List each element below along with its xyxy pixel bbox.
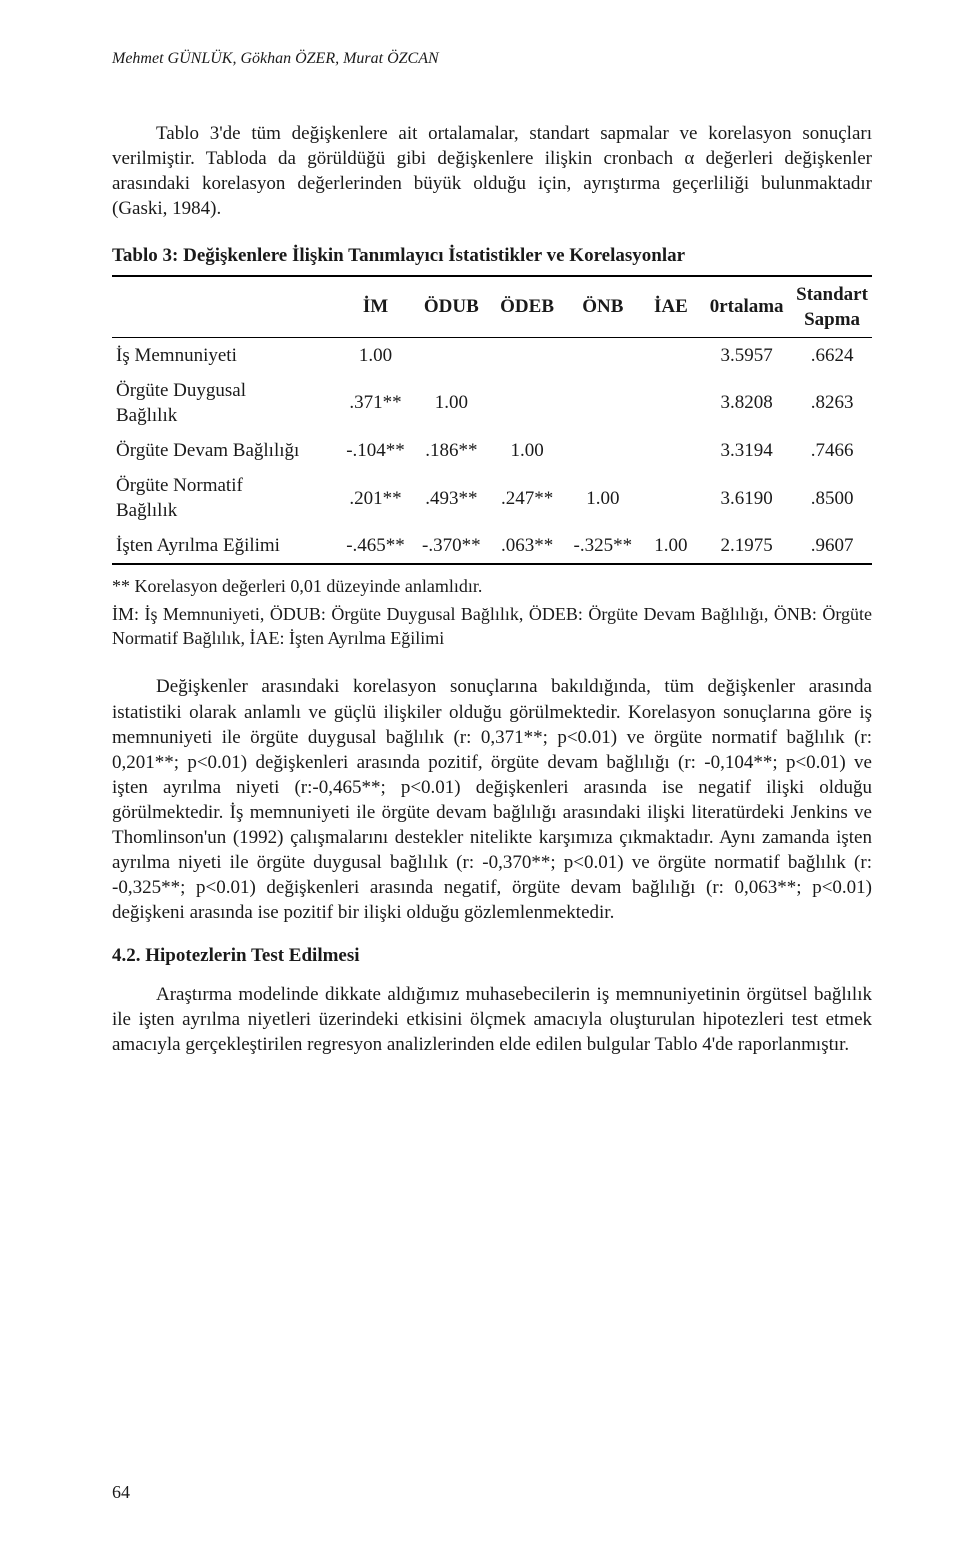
section-heading: 4.2. Hipotezlerin Test Edilmesi bbox=[112, 943, 872, 968]
cell-mean: 3.5957 bbox=[701, 337, 792, 373]
cell-sd: .8500 bbox=[792, 468, 872, 528]
table-row: Örgüte DuygusalBağlılık.371**1.00 3.8208.… bbox=[112, 373, 872, 433]
cell-sd: .7466 bbox=[792, 433, 872, 468]
authors-line: Mehmet GÜNLÜK, Gökhan ÖZER, Murat ÖZCAN bbox=[112, 48, 872, 69]
cell-c2 bbox=[413, 337, 489, 373]
cell-c2: -.370** bbox=[413, 528, 489, 564]
cell-c5 bbox=[641, 373, 701, 433]
cell-mean: 2.1975 bbox=[701, 528, 792, 564]
cell-c5 bbox=[641, 433, 701, 468]
header-onb: ÖNB bbox=[565, 276, 641, 338]
table-row: Örgüte Devam Bağlılığı-.104**.186**1.00 3… bbox=[112, 433, 872, 468]
row-label: Örgüte Devam Bağlılığı bbox=[112, 433, 338, 468]
cell-mean: 3.8208 bbox=[701, 373, 792, 433]
table-body: İş Memnuniyeti1.003.5957.6624Örgüte Duyg… bbox=[112, 337, 872, 564]
row-label: İşten Ayrılma Eğilimi bbox=[112, 528, 338, 564]
cell-c5: 1.00 bbox=[641, 528, 701, 564]
correlation-table: İM ÖDUB ÖDEB ÖNB İAE 0rtalama Standart S… bbox=[112, 275, 872, 566]
table-row: İşten Ayrılma Eğilimi-.465**-.370**.063*… bbox=[112, 528, 872, 564]
cell-c3: .247** bbox=[489, 468, 565, 528]
cell-c1: 1.00 bbox=[338, 337, 414, 373]
header-sd-line2: Sapma bbox=[804, 309, 860, 330]
cell-c2: .493** bbox=[413, 468, 489, 528]
cell-c2: .186** bbox=[413, 433, 489, 468]
cell-c4: -.325** bbox=[565, 528, 641, 564]
cell-c3: 1.00 bbox=[489, 433, 565, 468]
table-row: Örgüte NormatifBağlılık.201**.493**.247*… bbox=[112, 468, 872, 528]
header-sd-line1: Standart bbox=[796, 284, 868, 305]
cell-c3: .063** bbox=[489, 528, 565, 564]
page-number: 64 bbox=[112, 1481, 130, 1505]
page: Mehmet GÜNLÜK, Gökhan ÖZER, Murat ÖZCAN … bbox=[0, 0, 960, 1545]
header-odub: ÖDUB bbox=[413, 276, 489, 338]
cell-mean: 3.6190 bbox=[701, 468, 792, 528]
table-footnote-abbr: İM: İş Memnuniyeti, ÖDUB: Örgüte Duygusa… bbox=[112, 603, 872, 651]
row-label: Örgüte DuygusalBağlılık bbox=[112, 373, 338, 433]
cell-mean: 3.3194 bbox=[701, 433, 792, 468]
table-footnote-sig: ** Korelasyon değerleri 0,01 düzeyinde a… bbox=[112, 575, 872, 599]
table-header-row: İM ÖDUB ÖDEB ÖNB İAE 0rtalama Standart S… bbox=[112, 276, 872, 338]
header-rowlabel bbox=[112, 276, 338, 338]
cell-c4 bbox=[565, 373, 641, 433]
cell-c2: 1.00 bbox=[413, 373, 489, 433]
header-mean: 0rtalama bbox=[701, 276, 792, 338]
hypotheses-paragraph: Araştırma modelinde dikkate aldığımız mu… bbox=[112, 982, 872, 1057]
cell-sd: .6624 bbox=[792, 337, 872, 373]
table-row: İş Memnuniyeti1.00 3.5957.6624 bbox=[112, 337, 872, 373]
cell-c1: -.104** bbox=[338, 433, 414, 468]
cell-c1: .371** bbox=[338, 373, 414, 433]
table-caption: Tablo 3: Değişkenlere İlişkin Tanımlayıc… bbox=[112, 243, 872, 268]
cell-c5 bbox=[641, 337, 701, 373]
cell-sd: .9607 bbox=[792, 528, 872, 564]
header-iae: İAE bbox=[641, 276, 701, 338]
row-label: Örgüte NormatifBağlılık bbox=[112, 468, 338, 528]
header-odeb: ÖDEB bbox=[489, 276, 565, 338]
discussion-paragraph: Değişkenler arasındaki korelasyon sonuçl… bbox=[112, 674, 872, 925]
cell-c4 bbox=[565, 433, 641, 468]
header-im: İM bbox=[338, 276, 414, 338]
row-label: İş Memnuniyeti bbox=[112, 337, 338, 373]
cell-c4: 1.00 bbox=[565, 468, 641, 528]
cell-sd: .8263 bbox=[792, 373, 872, 433]
cell-c5 bbox=[641, 468, 701, 528]
cell-c1: .201** bbox=[338, 468, 414, 528]
cell-c3 bbox=[489, 337, 565, 373]
cell-c1: -.465** bbox=[338, 528, 414, 564]
intro-paragraph: Tablo 3'de tüm değişkenlere ait ortalama… bbox=[112, 121, 872, 221]
cell-c4 bbox=[565, 337, 641, 373]
header-sd: Standart Sapma bbox=[792, 276, 872, 338]
cell-c3 bbox=[489, 373, 565, 433]
